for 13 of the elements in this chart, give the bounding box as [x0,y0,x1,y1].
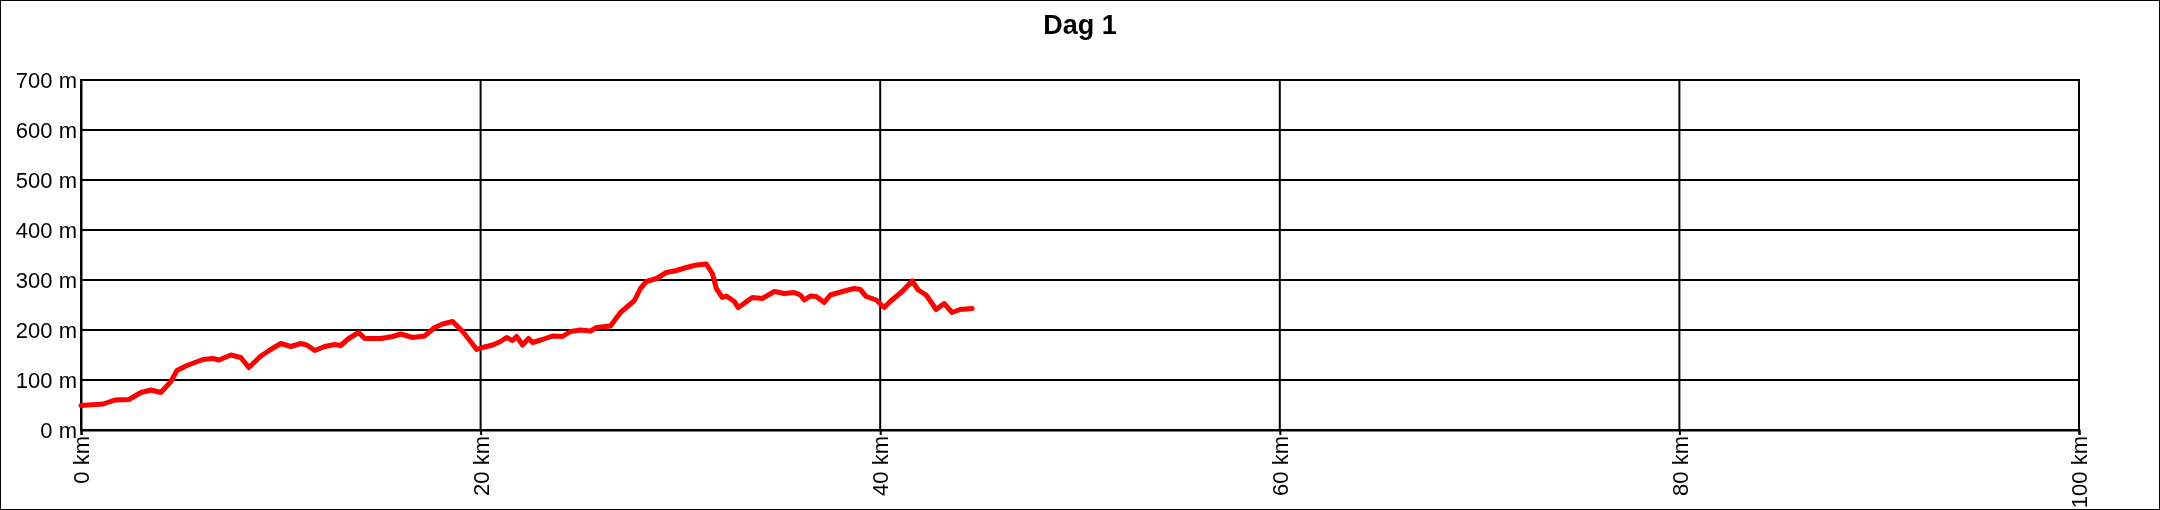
y-tick-label: 300 m [15,267,77,293]
chart-title: Dag 1 [1043,10,1117,40]
y-tick-label: 600 m [15,117,77,143]
y-tick-label: 200 m [15,317,77,343]
y-tick-label: 400 m [15,217,77,243]
y-tick-label: 500 m [15,167,77,193]
x-tick-label: 60 km [1268,436,1293,496]
y-tick-label: 100 m [15,367,77,393]
x-tick-label: 80 km [1667,436,1693,496]
x-tick-label: 100 km [2067,436,2093,509]
x-tick-label: 20 km [468,436,494,496]
x-tick-label: 40 km [868,436,894,496]
y-tick-label: 700 m [15,67,77,93]
